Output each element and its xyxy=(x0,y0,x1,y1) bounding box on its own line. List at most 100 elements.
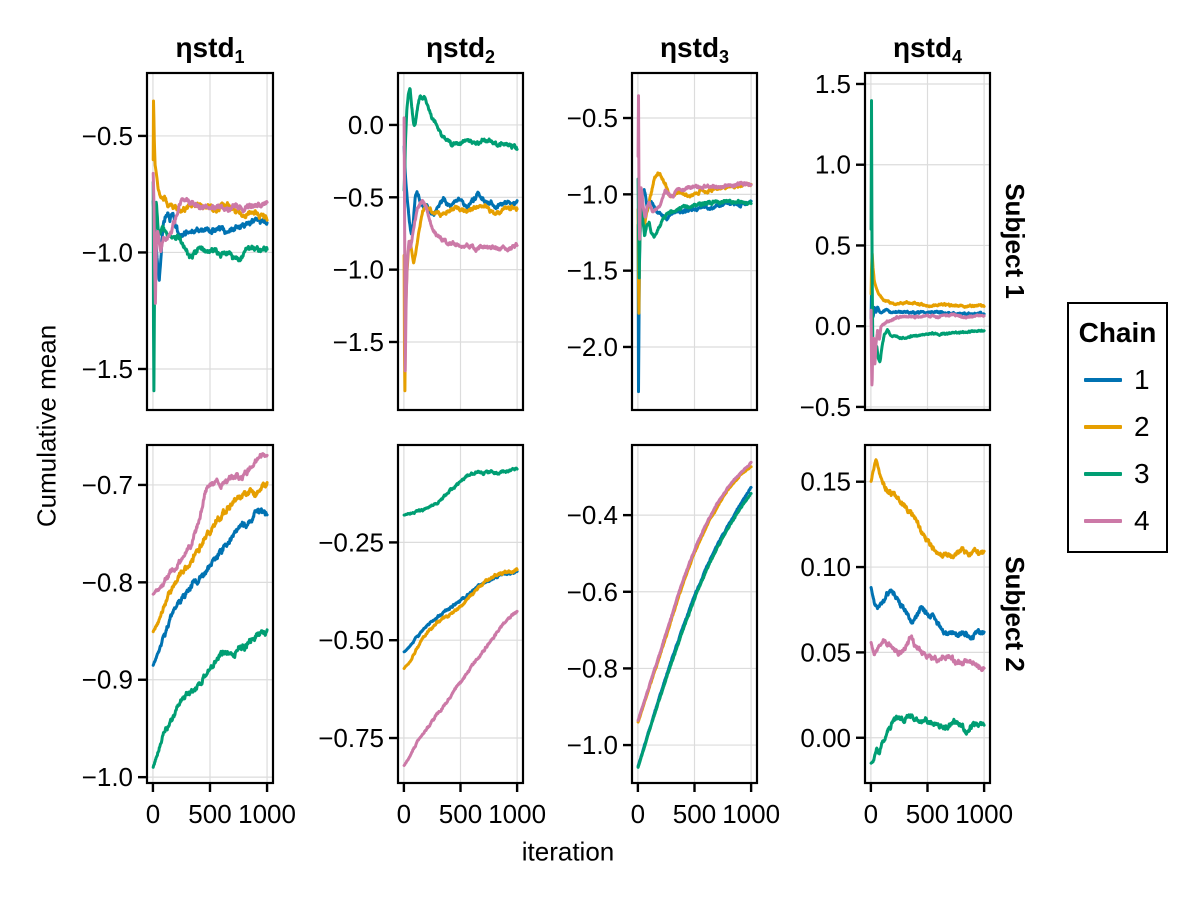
x-tick-label: 1000 xyxy=(238,799,296,829)
y-tick-label: 0.15 xyxy=(800,467,851,497)
legend-swatch-chain-4-icon xyxy=(1084,518,1122,523)
chain-2-line xyxy=(151,481,269,634)
y-tick-label: −0.5 xyxy=(333,182,384,212)
y-tick-label: −0.5 xyxy=(567,103,618,133)
legend-swatch-chain-2-icon xyxy=(1084,424,1122,429)
chain-3-line xyxy=(402,87,519,192)
chain-1-line xyxy=(869,289,986,320)
chain-4-line xyxy=(151,171,269,305)
y-tick-label: −0.8 xyxy=(82,567,133,597)
chain-4-line xyxy=(869,634,986,673)
chain-4-line xyxy=(636,460,753,722)
legend-item-label: 3 xyxy=(1134,457,1150,489)
y-tick-label: −1.0 xyxy=(82,237,133,267)
x-tick-label: 0 xyxy=(397,799,411,829)
y-tick-label: −1.0 xyxy=(82,762,133,792)
panel-frame xyxy=(396,71,525,412)
chain-3-line xyxy=(869,99,986,366)
y-tick-label: −1.5 xyxy=(82,354,133,384)
y-tick-label: −0.50 xyxy=(318,625,384,655)
panel-title-1: ηstd1 xyxy=(175,32,244,67)
y-tick-label: −0.8 xyxy=(567,653,618,683)
chain-2-line xyxy=(869,252,986,309)
x-tick-label: 500 xyxy=(906,799,949,829)
chain-3-line xyxy=(151,180,269,393)
y-tick-label: 0.0 xyxy=(815,311,851,341)
y-tick-label: −2.0 xyxy=(567,332,618,362)
panel-title-3: ηstd3 xyxy=(660,32,729,67)
y-tick-label: −1.0 xyxy=(333,255,384,285)
chain-3-line xyxy=(636,492,753,769)
row-label-subject-2: Subject 2 xyxy=(1000,556,1030,672)
y-tick-label: 0.05 xyxy=(800,637,851,667)
x-tick-label: 1000 xyxy=(722,799,780,829)
y-tick-label: 0.10 xyxy=(800,552,851,582)
legend: Chain 1 2 3 4 xyxy=(1067,302,1168,553)
x-tick-label: 500 xyxy=(188,799,231,829)
y-tick-label: −0.7 xyxy=(82,470,133,500)
chain-4-line xyxy=(636,94,753,241)
y-tick-label: −0.75 xyxy=(318,723,384,753)
y-tick-label: −1.5 xyxy=(333,327,384,357)
legend-swatch-chain-3-icon xyxy=(1084,471,1122,476)
panel-title-2: ηstd2 xyxy=(426,32,495,67)
chain-4-line xyxy=(402,609,519,767)
y-tick-label: −0.6 xyxy=(567,577,618,607)
y-tick-label: −1.0 xyxy=(567,730,618,760)
chain-1-line xyxy=(151,507,269,667)
panel-title-4: ηstd4 xyxy=(893,32,962,67)
row-label-subject-1: Subject 1 xyxy=(1000,183,1030,299)
legend-swatch-chain-1-icon xyxy=(1084,377,1122,382)
chain-4-line xyxy=(151,452,269,596)
panel-frame xyxy=(630,71,759,412)
x-tick-label: 1000 xyxy=(488,799,546,829)
x-tick-label: 0 xyxy=(864,799,878,829)
x-axis-label: iteration xyxy=(521,836,615,867)
x-tick-label: 500 xyxy=(439,799,482,829)
legend-item-chain-4: 4 xyxy=(1069,497,1166,544)
panel-frame xyxy=(863,71,992,412)
legend-item-chain-3: 3 xyxy=(1069,450,1166,497)
y-tick-label: −0.9 xyxy=(82,665,133,695)
y-tick-label: 0.0 xyxy=(348,110,384,140)
legend-item-chain-1: 1 xyxy=(1069,356,1166,403)
y-tick-label: −1.5 xyxy=(567,256,618,286)
facet-panel-r1-c2: −0.4 −0.6 −0.8 −1.0 0 500 1000 xyxy=(567,443,780,829)
legend-item-chain-2: 2 xyxy=(1069,403,1166,450)
chain-4-line xyxy=(869,308,986,387)
legend-item-label: 2 xyxy=(1134,410,1150,442)
y-tick-label: −0.5 xyxy=(82,121,133,151)
x-tick-label: 0 xyxy=(146,799,160,829)
x-tick-label: 0 xyxy=(631,799,645,829)
facet-panel-r1-c1: −0.25 −0.50 −0.75 0 500 1000 xyxy=(318,443,546,829)
x-tick-label: 500 xyxy=(673,799,716,829)
chain-3-line xyxy=(869,713,986,765)
chain-3-line xyxy=(402,466,519,517)
legend-item-label: 1 xyxy=(1134,363,1150,395)
y-tick-label: 0.5 xyxy=(815,230,851,260)
facet-panel-r0-c1: 0.0 −0.5 −1.0 −1.5 ηstd2 xyxy=(333,32,525,412)
facet-panel-r0-c3: 1.5 1.0 0.5 0.0 −0.5 ηstd4 xyxy=(800,32,992,422)
y-tick-label: 0.00 xyxy=(800,723,851,753)
chain-1-line xyxy=(402,145,519,236)
facet-panel-r0-c2: −0.5 −1.0 −1.5 −2.0 ηstd3 xyxy=(567,32,759,412)
y-tick-label: −0.4 xyxy=(567,500,618,530)
chain-2-line xyxy=(402,203,519,393)
chain-2-line xyxy=(402,567,519,670)
legend-item-label: 4 xyxy=(1134,504,1150,536)
x-tick-label: 1000 xyxy=(955,799,1013,829)
chain-2-line xyxy=(869,458,986,560)
chain-4-line xyxy=(402,116,519,373)
facet-panel-r1-c3: 0.15 0.10 0.05 0.00 0 500 1000 xyxy=(800,443,1013,829)
y-tick-label: 1.0 xyxy=(815,150,851,180)
chain-1-line xyxy=(869,586,986,641)
y-axis-label: Cumulative mean xyxy=(31,324,62,528)
y-tick-label: 1.5 xyxy=(815,69,851,99)
y-tick-label: −0.5 xyxy=(800,392,851,422)
y-tick-label: −1.0 xyxy=(567,179,618,209)
facet-panel-r1-c0: −0.7 −0.8 −0.9 −1.0 0 500 1000 xyxy=(82,443,296,829)
chain-3-line xyxy=(151,628,269,769)
chain-3-line xyxy=(636,177,753,280)
